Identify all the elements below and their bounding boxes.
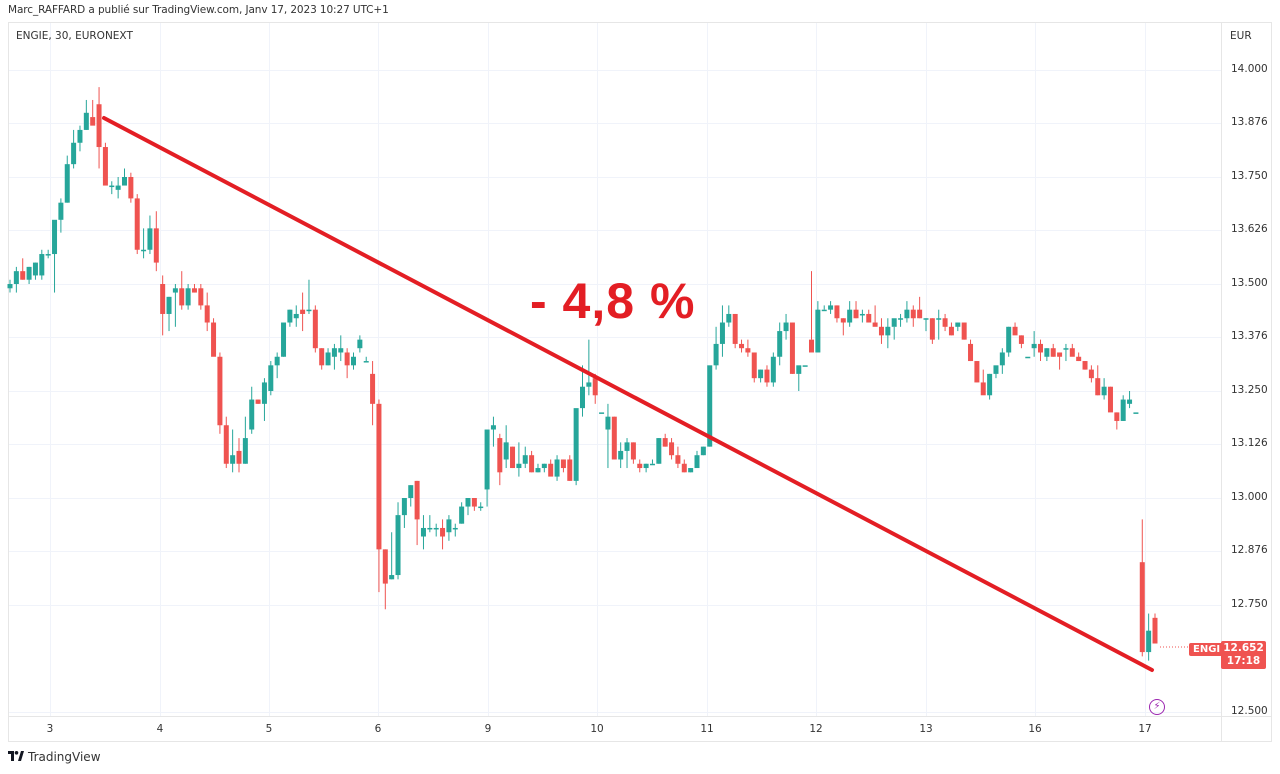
price-tick: 12.500: [1231, 705, 1268, 717]
last-price-badge: 12.652 17:18: [1221, 641, 1266, 669]
date-tick: 16: [1028, 723, 1042, 735]
price-tick: 13.376: [1231, 330, 1268, 343]
footer-branding[interactable]: TradingView: [8, 750, 101, 764]
price-tick: 13.126: [1231, 437, 1268, 450]
date-tick: 4: [156, 723, 164, 735]
symbol-legend[interactable]: ENGIE, 30, EURONEXT: [16, 30, 133, 42]
price-tick: 12.876: [1231, 544, 1268, 557]
price-tick: 13.876: [1231, 116, 1268, 129]
price-tick: 13.000: [1231, 491, 1268, 503]
date-tick: 6: [374, 723, 382, 735]
publisher-line: Marc_RAFFARD a publié sur TradingView.co…: [8, 4, 389, 16]
date-tick: 9: [484, 723, 492, 735]
tradingview-brand: TradingView: [28, 750, 101, 764]
time-axis-divider: [8, 716, 1272, 717]
price-tick: 14.000: [1231, 63, 1268, 75]
date-tick: 12: [809, 723, 823, 735]
price-tick: 13.500: [1231, 277, 1268, 289]
chart-frame[interactable]: [8, 22, 1272, 742]
price-tick: 12.750: [1231, 598, 1268, 610]
price-tick: 13.750: [1231, 170, 1268, 182]
bar-countdown: 17:18: [1226, 655, 1261, 667]
percent-change-annotation: - 4,8 %: [530, 273, 696, 329]
date-tick: 13: [919, 723, 933, 735]
date-tick: 3: [46, 723, 54, 735]
date-tick: 11: [700, 723, 714, 735]
currency-label: EUR: [1230, 30, 1252, 42]
lightning-event-icon[interactable]: ⚡: [1149, 699, 1165, 715]
price-scale-divider: [1221, 22, 1222, 742]
symbol-badge: ENGI: [1189, 643, 1225, 656]
last-price-value: 12.652: [1223, 642, 1264, 654]
date-tick: 10: [590, 723, 604, 735]
tradingview-logo-icon: [8, 750, 24, 764]
price-tick: 13.250: [1231, 384, 1268, 396]
price-tick: 13.626: [1231, 223, 1268, 236]
date-tick: 17: [1138, 723, 1152, 735]
date-tick: 5: [265, 723, 273, 735]
